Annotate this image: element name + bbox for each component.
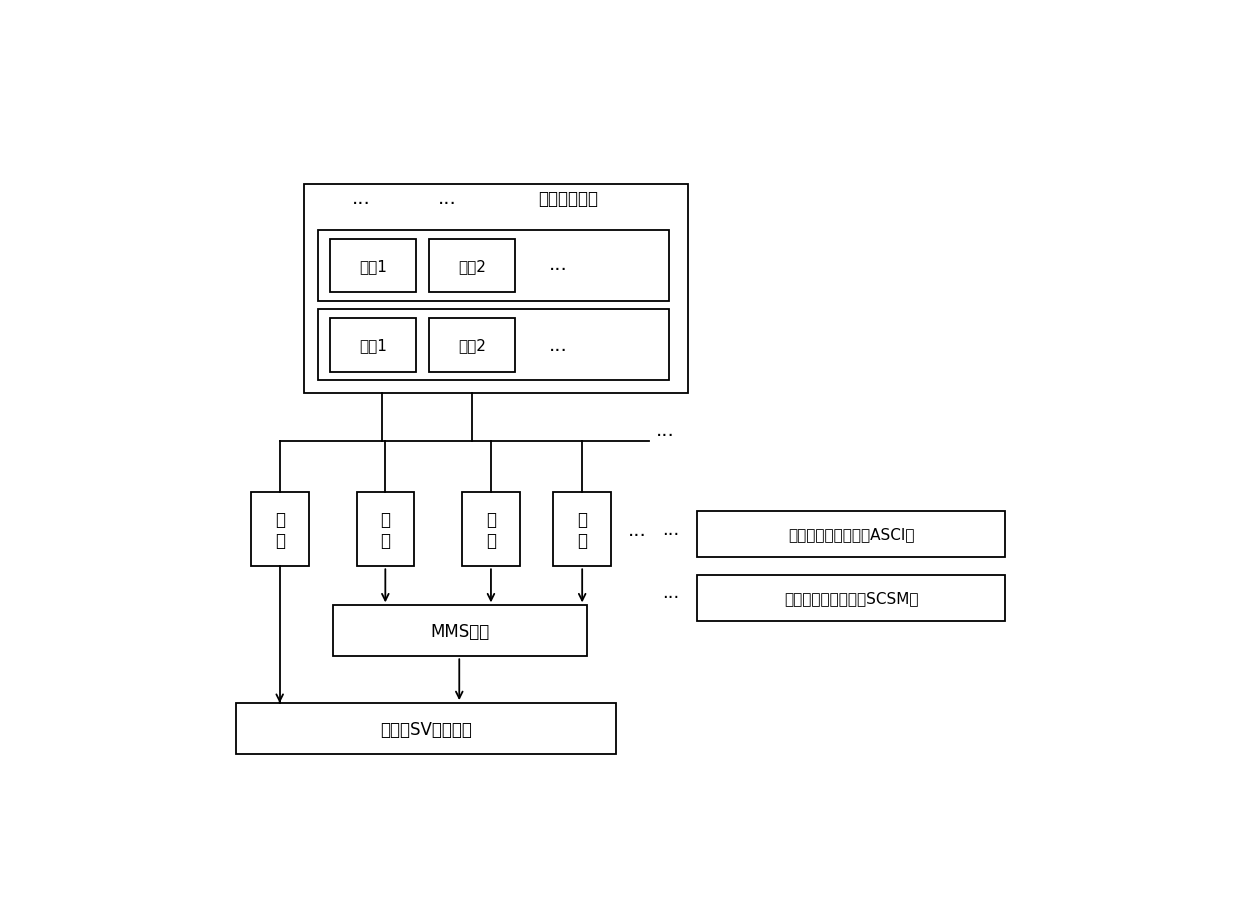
Text: ...: ... [657, 421, 675, 439]
Text: 抽象通讯服务接口（ASCI）: 抽象通讯服务接口（ASCI） [788, 527, 914, 542]
Bar [330, 319, 416, 372]
Text: ...: ... [549, 335, 567, 355]
Bar [330, 240, 416, 293]
Bar [357, 493, 414, 567]
Text: ...: ... [627, 520, 647, 539]
Text: ···: ··· [662, 526, 679, 544]
Text: ···: ··· [662, 589, 679, 607]
Text: 传
输: 传 输 [275, 510, 285, 549]
Text: 特定通讯服务映射（SCSM）: 特定通讯服务映射（SCSM） [784, 591, 918, 606]
Bar [698, 575, 1005, 621]
Bar [554, 493, 611, 567]
Text: ...: ... [549, 255, 567, 274]
Text: 数据2: 数据2 [458, 259, 486, 274]
Bar [429, 319, 515, 372]
Bar [318, 310, 669, 380]
Bar [332, 606, 587, 656]
Text: 数据1: 数据1 [359, 259, 387, 274]
Bar [237, 703, 616, 754]
Bar [698, 512, 1005, 558]
Bar [462, 493, 520, 567]
Text: 数据2: 数据2 [458, 338, 486, 353]
Text: 报
告: 报 告 [577, 510, 587, 549]
Text: 数据1: 数据1 [359, 338, 387, 353]
Text: 设备信息模型: 设备信息模型 [538, 189, 597, 208]
Bar [304, 185, 688, 393]
Text: 特定的SV传输协议: 特定的SV传输协议 [380, 720, 472, 738]
Text: MMS通讯: MMS通讯 [430, 622, 489, 641]
Text: ...: ... [352, 189, 370, 209]
Text: 控
制: 控 制 [486, 510, 496, 549]
Text: 替
代: 替 代 [380, 510, 390, 549]
Text: ...: ... [439, 189, 457, 209]
Bar [250, 493, 309, 567]
Bar [318, 231, 669, 301]
Bar [429, 240, 515, 293]
